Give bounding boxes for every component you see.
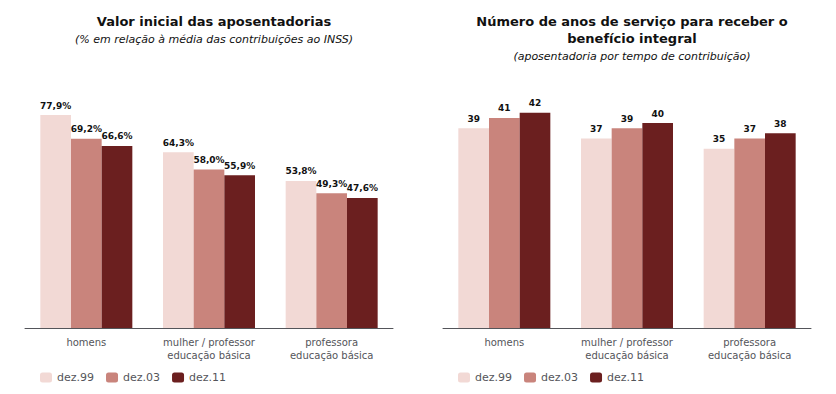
svg-text:66,6%: 66,6%	[101, 131, 132, 141]
svg-text:benefício integral: benefício integral	[567, 31, 697, 46]
svg-text:dez.03: dez.03	[541, 371, 578, 384]
svg-text:homens: homens	[484, 337, 524, 348]
svg-text:47,6%: 47,6%	[347, 183, 378, 193]
svg-text:35: 35	[713, 134, 726, 144]
svg-text:dez.11: dez.11	[607, 371, 644, 384]
svg-text:educação básica: educação básica	[585, 350, 668, 361]
svg-text:53,8%: 53,8%	[285, 166, 316, 176]
svg-text:dez.99: dez.99	[475, 371, 512, 384]
svg-text:mulher / professor: mulher / professor	[581, 337, 674, 348]
svg-text:dez.11: dez.11	[189, 371, 226, 384]
svg-text:55,9%: 55,9%	[224, 161, 255, 171]
svg-text:educação básica: educação básica	[708, 350, 791, 361]
svg-text:39: 39	[621, 114, 634, 124]
svg-text:49,3%: 49,3%	[316, 179, 347, 189]
svg-text:professora: professora	[723, 337, 776, 348]
svg-text:64,3%: 64,3%	[163, 138, 194, 148]
svg-text:37: 37	[743, 124, 756, 134]
svg-text:(aposentadoria por tempo de co: (aposentadoria por tempo de contribuição…	[513, 50, 750, 63]
svg-text:40: 40	[651, 109, 664, 119]
svg-text:Valor inicial das aposentadori: Valor inicial das aposentadorias	[97, 14, 332, 29]
svg-text:dez.99: dez.99	[57, 371, 94, 384]
svg-text:39: 39	[467, 114, 480, 124]
svg-text:homens: homens	[66, 337, 106, 348]
svg-text:77,9%: 77,9%	[40, 101, 71, 111]
svg-text:educação básica: educação básica	[167, 350, 250, 361]
svg-text:58,0%: 58,0%	[193, 155, 224, 165]
svg-text:69,2%: 69,2%	[71, 124, 102, 134]
svg-text:37: 37	[590, 124, 603, 134]
svg-text:(% em relação à média das cont: (% em relação à média das contribuições …	[75, 33, 353, 46]
svg-text:41: 41	[498, 103, 511, 113]
svg-text:educação básica: educação básica	[290, 350, 373, 361]
svg-text:Número de anos de serviço para: Número de anos de serviço para receber o	[476, 14, 788, 29]
svg-text:dez.03: dez.03	[123, 371, 160, 384]
svg-text:mulher / professor: mulher / professor	[163, 337, 256, 348]
svg-text:42: 42	[529, 98, 542, 108]
svg-text:38: 38	[774, 119, 787, 129]
svg-text:professora: professora	[305, 337, 358, 348]
